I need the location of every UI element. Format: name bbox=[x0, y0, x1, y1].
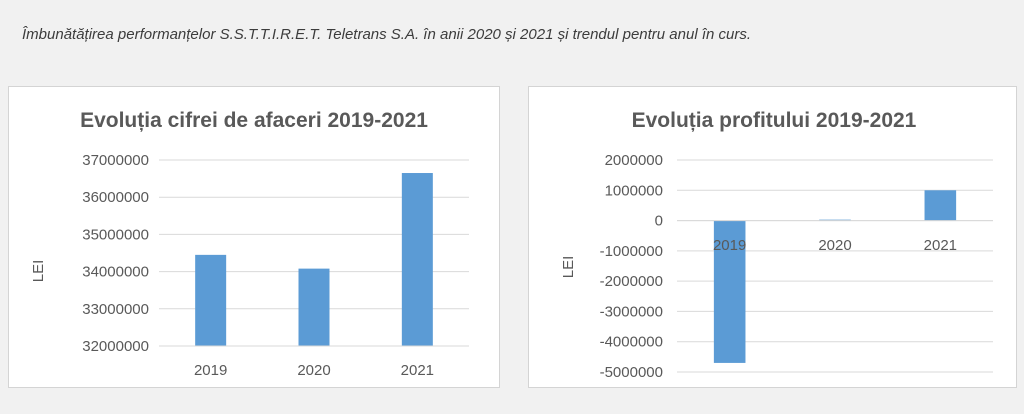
y-axis-label: LEI bbox=[560, 256, 577, 279]
revenue-chart: Evoluția cifrei de afaceri 2019-2021 LEI… bbox=[30, 109, 469, 379]
y-tick-label: 1000000 bbox=[605, 182, 663, 199]
y-tick-label: -4000000 bbox=[600, 334, 663, 351]
profit-chart: Evoluția profitului 2019-2021 LEI 200000… bbox=[560, 109, 993, 381]
y-tick-label: 34000000 bbox=[82, 264, 149, 281]
y-tick-label: -3000000 bbox=[600, 303, 663, 320]
y-tick-label: 0 bbox=[655, 213, 663, 230]
chart-title: Evoluția profitului 2019-2021 bbox=[632, 109, 917, 132]
y-tick-label: 2000000 bbox=[605, 152, 663, 169]
bar-2019 bbox=[195, 254, 227, 346]
y-tick-label: 37000000 bbox=[82, 152, 149, 169]
y-tick-label: 33000000 bbox=[82, 301, 149, 318]
chart-title: Evoluția cifrei de afaceri 2019-2021 bbox=[80, 109, 428, 132]
bar-2021 bbox=[401, 173, 433, 346]
y-axis-label: LEI bbox=[30, 260, 47, 283]
bar-2021 bbox=[924, 190, 957, 221]
bar-2020 bbox=[298, 268, 330, 346]
y-tick-label: 35000000 bbox=[82, 226, 149, 243]
bar-2019 bbox=[713, 220, 746, 363]
revenue-chart-panel: Evoluția cifrei de afaceri 2019-2021 LEI… bbox=[8, 86, 500, 388]
y-tick-label: -1000000 bbox=[600, 243, 663, 260]
profit-chart-panel: Evoluția profitului 2019-2021 LEI 200000… bbox=[528, 86, 1017, 388]
page-caption: Îmbunătățirea performanțelor S.S.T.T.I.R… bbox=[22, 26, 752, 43]
x-tick-label: 2019 bbox=[713, 237, 746, 254]
y-tick-label: -2000000 bbox=[600, 273, 663, 290]
x-tick-label: 2020 bbox=[818, 237, 851, 254]
x-tick-label: 2019 bbox=[194, 362, 227, 379]
x-tick-label: 2021 bbox=[924, 237, 957, 254]
x-tick-label: 2020 bbox=[297, 362, 330, 379]
y-tick-label: 36000000 bbox=[82, 189, 149, 206]
y-tick-label: 32000000 bbox=[82, 338, 149, 355]
y-tick-label: -5000000 bbox=[600, 364, 663, 381]
x-tick-label: 2021 bbox=[401, 362, 434, 379]
